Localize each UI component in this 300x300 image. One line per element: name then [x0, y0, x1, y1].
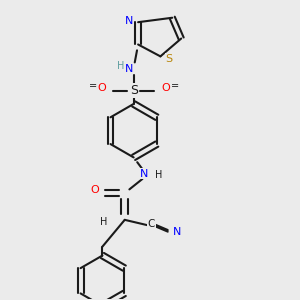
- Text: S: S: [130, 84, 138, 97]
- Text: N: N: [125, 64, 134, 74]
- Text: C: C: [148, 219, 155, 229]
- Text: H: H: [155, 170, 163, 180]
- Text: N: N: [140, 169, 148, 179]
- Text: =: =: [88, 81, 97, 91]
- Text: O: O: [91, 185, 99, 195]
- Text: S: S: [165, 54, 172, 64]
- Text: =: =: [171, 81, 179, 91]
- Text: H: H: [117, 61, 124, 71]
- Text: N: N: [125, 16, 134, 26]
- Text: O: O: [161, 83, 170, 93]
- Text: N: N: [172, 227, 181, 237]
- Text: O: O: [97, 83, 106, 93]
- Text: H: H: [100, 217, 108, 227]
